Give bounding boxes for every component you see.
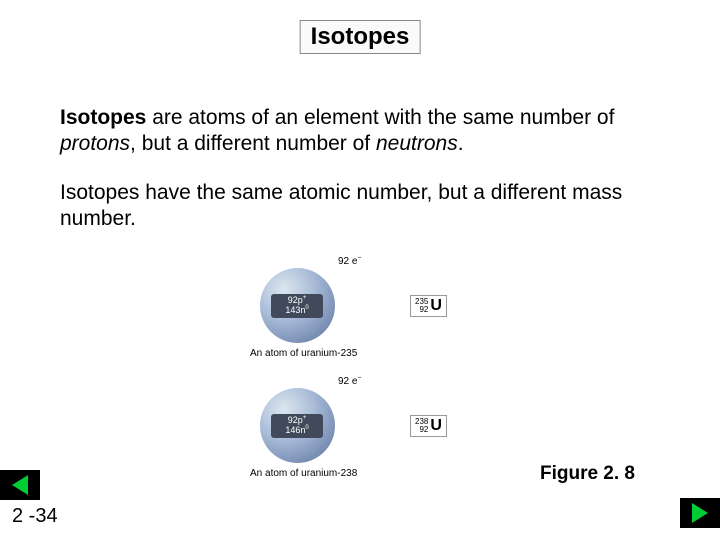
atomic-number: 92 <box>419 426 428 434</box>
atom-u235: 92 e− 92p+ 143n0 235 92 U An atom of ura… <box>230 250 510 370</box>
arrow-right-icon <box>692 503 708 523</box>
page-number: 2 -34 <box>12 505 58 528</box>
lead-word: Isotopes <box>60 106 146 129</box>
emphasis-protons: protons <box>60 132 130 155</box>
atomic-number: 92 <box>419 306 428 314</box>
electron-count: 92 e− <box>338 256 362 267</box>
text-segment: . <box>458 132 464 155</box>
element-symbol: U <box>430 418 442 434</box>
atom-caption: An atom of uranium-235 <box>250 348 357 359</box>
atom-caption: An atom of uranium-238 <box>250 468 357 479</box>
text-segment: , but a different number of <box>130 132 376 155</box>
atom-u238: 92 e− 92p+ 146n0 238 92 U An atom of ura… <box>230 370 510 490</box>
element-symbol: U <box>430 298 442 314</box>
definition-paragraph: Isotopes are atoms of an element with th… <box>60 105 660 158</box>
slide-title: Isotopes <box>300 20 421 54</box>
secondary-paragraph: Isotopes have the same atomic number, bu… <box>60 180 660 233</box>
next-slide-button[interactable] <box>680 498 720 528</box>
element-notation: 235 92 U <box>410 295 447 317</box>
element-notation: 238 92 U <box>410 415 447 437</box>
isotope-figure: 92 e− 92p+ 143n0 235 92 U An atom of ura… <box>230 250 510 490</box>
nucleus-composition: 92p+ 146n0 <box>271 414 323 438</box>
electron-count: 92 e− <box>338 376 362 387</box>
arrow-left-icon <box>12 475 28 495</box>
nucleus-composition: 92p+ 143n0 <box>271 294 323 318</box>
text-segment: are atoms of an element with the same nu… <box>146 106 614 129</box>
figure-label: Figure 2. 8 <box>540 463 635 485</box>
prev-slide-button[interactable] <box>0 470 40 500</box>
emphasis-neutrons: neutrons <box>376 132 458 155</box>
